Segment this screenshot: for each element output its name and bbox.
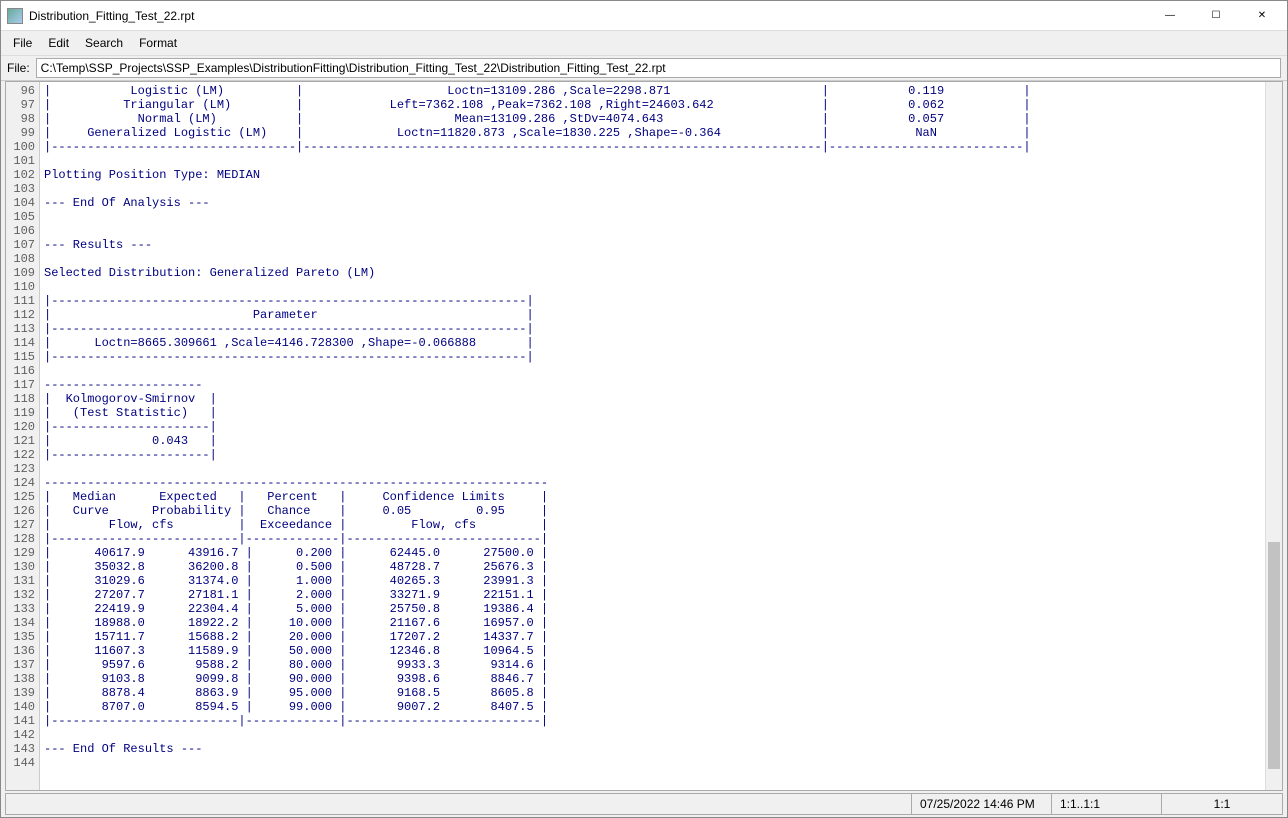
line-number-gutter: 96 97 98 99 100 101 102 103 104 105 106 … — [6, 82, 40, 790]
scrollbar-thumb[interactable] — [1268, 542, 1280, 769]
menu-edit[interactable]: Edit — [40, 34, 77, 52]
vertical-scrollbar[interactable] — [1265, 82, 1282, 790]
app-icon — [7, 8, 23, 24]
file-path-input[interactable] — [36, 58, 1281, 78]
window-controls: — ☐ ✕ — [1147, 2, 1285, 30]
editor: 96 97 98 99 100 101 102 103 104 105 106 … — [5, 81, 1283, 791]
close-button[interactable]: ✕ — [1239, 2, 1285, 30]
menu-search[interactable]: Search — [77, 34, 131, 52]
status-cursor: 1:1 — [1162, 794, 1282, 814]
filebar: File: — [1, 55, 1287, 81]
file-label: File: — [7, 61, 30, 75]
menu-file[interactable]: File — [5, 34, 40, 52]
statusbar: 07/25/2022 14:46 PM 1:1..1:1 1:1 — [5, 793, 1283, 815]
menubar: File Edit Search Format — [1, 31, 1287, 55]
status-timestamp: 07/25/2022 14:46 PM — [912, 794, 1052, 814]
minimize-button[interactable]: — — [1147, 2, 1193, 30]
status-selection: 1:1..1:1 — [1052, 794, 1162, 814]
maximize-button[interactable]: ☐ — [1193, 2, 1239, 30]
menu-format[interactable]: Format — [131, 34, 185, 52]
code-area[interactable]: | Logistic (LM) | Loctn=13109.286 ,Scale… — [40, 82, 1265, 790]
titlebar: Distribution_Fitting_Test_22.rpt — ☐ ✕ — [1, 1, 1287, 31]
status-message — [6, 794, 912, 814]
window-title: Distribution_Fitting_Test_22.rpt — [29, 9, 1147, 23]
